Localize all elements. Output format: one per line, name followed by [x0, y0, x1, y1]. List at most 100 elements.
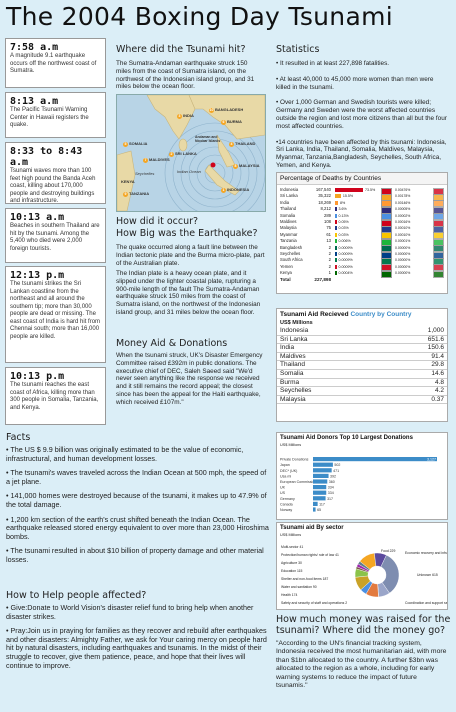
deaths-row: Yemen 2 0.0009% 0.00000% — [277, 263, 447, 272]
timeline-text: A magnitude 9.1 earthquake occurs off th… — [10, 53, 97, 74]
aid-received-title-accent: Country by Country — [350, 311, 412, 318]
aid-country: Somalia — [277, 369, 384, 379]
aid-value: 14.6 — [383, 369, 447, 379]
aid-received-row: Indonesia 1,000 — [277, 327, 447, 336]
donor-label: US — [280, 491, 286, 495]
aid-received-table: Indonesia 1,000 Sri Lanka 651.6 India 150.6 Ma… — [277, 327, 447, 405]
donor-bar — [313, 457, 437, 462]
aid-country: Maldives — [277, 352, 384, 362]
donor-value: 502 — [334, 463, 340, 467]
timeline-entry: 12:13 p.m The tsunami strikes the Sri La… — [5, 266, 106, 363]
timeline-entry: 8:13 a.m The Pacific Tsunami Warning Cen… — [5, 92, 106, 138]
raised-heading-2: tsunami? Where did the money go? — [276, 625, 446, 636]
aid-country: Malaysia — [277, 395, 384, 405]
flag-icon — [433, 270, 444, 278]
fact-item: • The US $ 9.9 billion was originally es… — [6, 445, 244, 463]
deaths-bar — [335, 207, 337, 212]
map-label: Andaman and Nicobar Islands — [195, 135, 221, 143]
timeline-text: The tsunami strikes the Sri Lankan coast… — [10, 281, 101, 340]
deaths-value: 35,322 — [318, 193, 331, 199]
statistics-item: • It resulted in at least 227,898 fatali… — [276, 60, 390, 67]
donor-value: 392 — [330, 474, 336, 478]
deaths-country: South Africa — [280, 257, 303, 263]
deaths-country: Bangladesh — [280, 244, 303, 250]
donor-label: European Commission — [280, 480, 316, 484]
timeline-time: 10:13 p.m — [10, 371, 65, 382]
donor-bar — [313, 507, 316, 512]
aid-country: Indonesia — [277, 327, 384, 336]
map-label: 8 MALAYSIA — [233, 163, 260, 169]
deaths-country: Sri Lanka — [280, 193, 298, 199]
donor-label: UK — [280, 486, 286, 490]
aid-received-row: Thailand 29.8 — [277, 360, 447, 370]
timeline-text: The Pacific Tsunami Warning Center in Ha… — [10, 107, 89, 128]
donor-label: DEC* (UK) — [280, 469, 297, 473]
statistics-item: • Over 1,000 German and Swedish tourists… — [276, 99, 447, 130]
sector-label: Economic recovery and infrastructure 165 — [405, 551, 447, 555]
deaths-pct: 8% — [340, 200, 346, 205]
deaths-pct: 0.13% — [338, 213, 349, 218]
deaths-pct: 0.03% — [338, 226, 349, 231]
deaths-row: Malaysia 75 0.03% 0.00010% — [277, 225, 447, 233]
map-label: 3 INDIA — [177, 113, 194, 119]
donor-label: Norway — [280, 508, 292, 512]
deaths-bar — [335, 232, 337, 237]
deaths-pct2: 0.00010% — [395, 232, 411, 237]
timeline-entry: 10:13 a.m Beaches in southern Thailand a… — [5, 208, 106, 263]
how-text-2: The Indian plate is a heavy ocean plate,… — [116, 270, 261, 316]
help-list: • Give:Donate to World Vision's disaster… — [6, 603, 270, 670]
deaths-bar — [335, 264, 337, 269]
timeline-time: 7:58 a.m — [10, 42, 59, 53]
deaths-country: Somalia — [280, 212, 296, 218]
aid-value: 4.2 — [383, 386, 447, 396]
sector-label: Education 115 — [281, 569, 303, 573]
timeline-entry: 10:13 p.m The tsunami reaches the east c… — [5, 367, 106, 425]
sector-label: Safety and security of staff and operati… — [281, 601, 347, 605]
deaths-country: Malaysia — [280, 225, 297, 231]
facts-heading: Facts — [6, 432, 31, 443]
epicenter-marker — [210, 162, 216, 168]
donors-title-text: Tsunami Aid Donors Top 10 Largest Donati… — [280, 435, 413, 441]
deaths-row: Bangladesh 2 0.0009% 0.00000% — [277, 244, 447, 253]
map-label: Seychelles — [135, 171, 155, 176]
deaths-value: 2 — [328, 263, 331, 269]
aid-country: India — [277, 343, 384, 353]
fact-item: • The tsunami's waves traveled across th… — [6, 468, 267, 486]
donor-bar — [313, 468, 332, 473]
donor-value: 317 — [327, 497, 333, 501]
aid-received-row: Malaysia 0.37 — [277, 395, 447, 405]
deaths-country: Seychelles — [280, 251, 301, 256]
deaths-pct2: 0.00000% — [395, 252, 411, 256]
deaths-row: Sri Lanka 35,322 15.5% 0.00178% — [277, 193, 447, 201]
deaths-bar — [335, 220, 337, 224]
raised-heading-1: How much money was raised for the — [276, 614, 451, 625]
deaths-bar — [335, 188, 363, 192]
deaths-pct: 0.05% — [338, 220, 349, 224]
deaths-pct2: 0.00000% — [395, 245, 411, 250]
timeline-time: 8:13 a.m — [10, 96, 59, 107]
donor-bar — [313, 490, 327, 495]
deaths-panel: Percentage of Deaths by Countries Indone… — [276, 172, 448, 294]
deaths-row: Thailand 8,212 3.6% 0.00005% — [277, 206, 447, 214]
aid-value: 0.37 — [383, 395, 447, 405]
fact-item: • 141,000 homes were destroyed because o… — [6, 491, 267, 509]
raised-heading: How much money was raised for the tsunam… — [276, 614, 452, 636]
deaths-pct2: 0.00005% — [395, 207, 411, 212]
donor-value: 334 — [328, 491, 334, 495]
facts-list: • The US $ 9.9 billion was originally es… — [6, 445, 270, 565]
deaths-title: Percentage of Deaths by Countries — [277, 173, 447, 185]
sector-label: Agriculture 30 — [281, 561, 302, 565]
deaths-pct2: 0.00002% — [395, 213, 411, 218]
donor-value: 65 — [317, 508, 321, 512]
aid-country: Sri Lanka — [277, 335, 384, 345]
sector-label: Protection/human rights/ rule of law 41 — [281, 553, 339, 557]
deaths-bar — [335, 239, 337, 244]
donor-label: Canada — [280, 502, 293, 506]
map-label: 2 SRI LANKA — [169, 151, 197, 157]
deaths-value: 167,540 — [315, 187, 331, 192]
map-label: 10 BANGLADESH — [209, 107, 244, 113]
aid-received-row: Somalia 14.6 — [277, 369, 447, 379]
deaths-row: Tanzania 13 0.006% 0.00001% — [277, 238, 447, 246]
deaths-value: 61 — [326, 231, 331, 237]
donor-label: Usa ml — [280, 474, 291, 478]
